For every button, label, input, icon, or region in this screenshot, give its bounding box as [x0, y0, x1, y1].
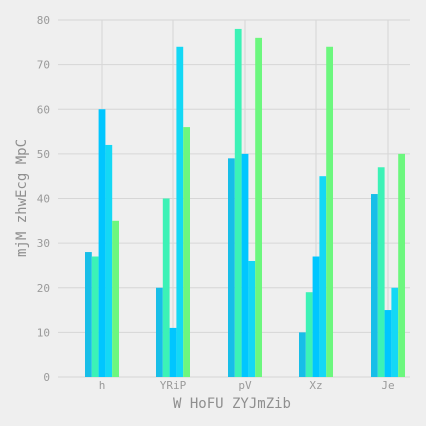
y-tick-label: 40 — [37, 193, 50, 206]
y-tick-label: 20 — [37, 282, 50, 295]
y-tick-label: 70 — [37, 59, 50, 72]
bar — [255, 37, 262, 377]
y-tick-label: 60 — [37, 103, 50, 116]
bar — [398, 153, 405, 377]
bars — [85, 28, 405, 378]
bar — [234, 28, 242, 378]
bar — [312, 256, 320, 377]
y-tick-label: 80 — [37, 14, 50, 27]
bar — [299, 332, 306, 377]
bar — [105, 144, 113, 377]
y-tick-label: 10 — [37, 326, 50, 339]
bar — [371, 194, 378, 377]
x-tick-label: Je — [381, 379, 394, 392]
bar — [162, 198, 170, 377]
bar — [112, 220, 119, 377]
tick-labels: 0 10 20 30 40 50 60 70 80 h YRiP pV Xz Je — [37, 14, 395, 392]
bar — [169, 327, 177, 377]
x-tick-label: Xz — [309, 379, 322, 392]
bar — [326, 46, 333, 378]
y-tick-label: 30 — [37, 237, 50, 250]
bar — [156, 287, 163, 377]
bar — [391, 287, 399, 377]
bar — [85, 252, 92, 377]
bar — [319, 176, 327, 377]
bar — [248, 260, 256, 377]
y-axis-title: mjM zhwEcg MpC — [14, 139, 30, 257]
bar — [228, 158, 235, 377]
bar — [183, 127, 190, 377]
x-axis-title: W HoFU ZYJmZib — [173, 396, 291, 412]
bar — [384, 310, 392, 377]
bar — [377, 167, 385, 377]
x-tick-label: YRiP — [160, 379, 187, 392]
x-tick-label: h — [99, 379, 106, 392]
x-tick-label: pV — [238, 379, 252, 392]
y-tick-label: 0 — [43, 371, 50, 384]
bar — [98, 109, 106, 377]
bar — [241, 153, 249, 377]
bar — [305, 292, 313, 377]
bar — [91, 256, 99, 377]
bar — [176, 46, 184, 378]
y-tick-label: 50 — [37, 148, 50, 161]
